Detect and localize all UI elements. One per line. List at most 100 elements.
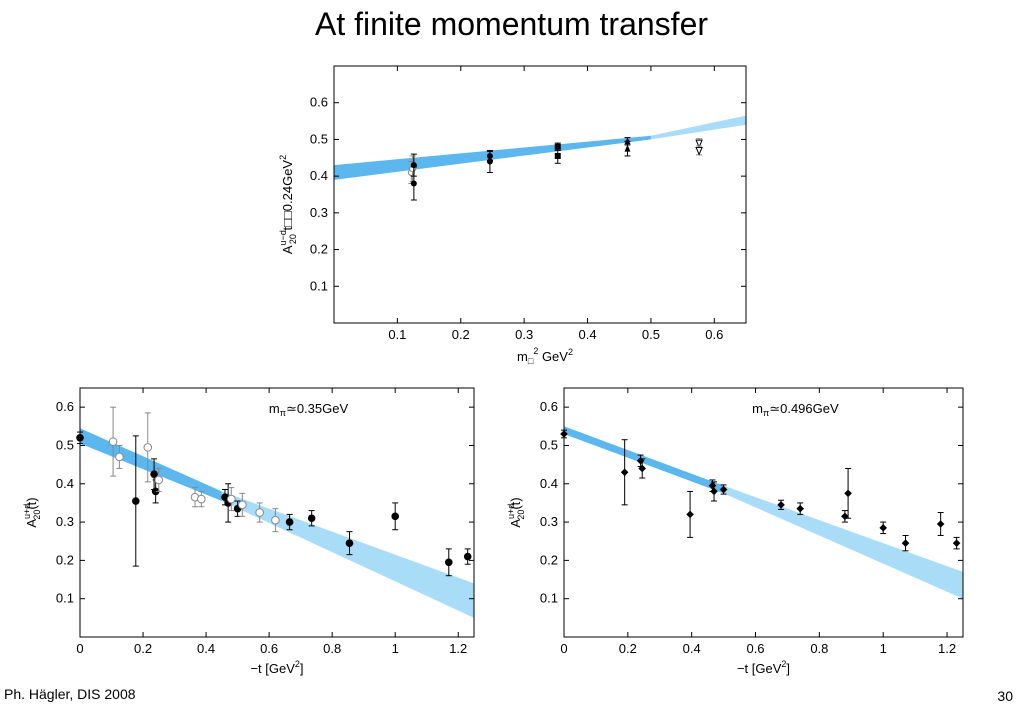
marker-diamond — [901, 539, 910, 547]
marker-circle — [391, 512, 400, 521]
data-point — [76, 431, 84, 445]
band-2 — [564, 426, 963, 599]
data-point — [710, 481, 718, 502]
x-axis-label: m□2 GeV2 — [517, 346, 573, 366]
y-tick-label: 0.4 — [540, 476, 558, 491]
data-point — [560, 429, 568, 439]
marker-circle-open — [154, 475, 164, 485]
x-tick-label: 1.2 — [938, 641, 956, 656]
y-tick-label: 0.4 — [56, 476, 74, 491]
marker-diamond — [560, 430, 568, 438]
data-point — [197, 490, 206, 508]
x-tick-label: 1.2 — [449, 641, 467, 656]
y-tick-label: 0.1 — [56, 591, 74, 606]
x-tick-label: 0.2 — [134, 641, 152, 656]
x-tick-label: 0.6 — [746, 641, 764, 656]
plot-frame-1 — [79, 387, 475, 638]
marker-diamond — [777, 501, 785, 509]
marker-diamond — [952, 539, 961, 547]
data-point — [620, 439, 629, 506]
marker-circle — [463, 552, 472, 561]
y-axis-label: Au+d20(t) — [506, 497, 526, 527]
data-point — [777, 499, 785, 510]
x-tick-label: 0.8 — [323, 641, 341, 656]
marker-diamond — [844, 489, 852, 498]
y-tick-label: 0.3 — [56, 514, 74, 529]
x-tick-label: 0.2 — [619, 641, 637, 656]
data-point — [391, 502, 400, 531]
band-dark-1 — [80, 428, 222, 502]
marker-diamond — [686, 510, 694, 519]
x-axis-label: −t [GeV2] — [737, 659, 790, 676]
x-tick-label: 0.4 — [683, 641, 701, 656]
marker-triangle-down-open — [695, 146, 703, 156]
plot-frame-0 — [333, 65, 747, 324]
data-point — [936, 512, 945, 536]
x-tick-label: 0.4 — [197, 641, 215, 656]
data-point — [444, 548, 453, 577]
y-tick-label: 0.6 — [56, 399, 74, 414]
data-point — [271, 508, 280, 533]
y-axis-label-text: Au+d20(t) — [506, 497, 526, 527]
x-tick-label: 0.6 — [260, 641, 278, 656]
marker-diamond — [841, 512, 849, 521]
mass-annotation: mπ≃0.35GeV — [269, 401, 349, 418]
y-axis-label: Au−d20 t□□0.24GeV2 — [278, 155, 298, 254]
marker-circle-open — [271, 515, 280, 525]
marker-triangle — [624, 144, 631, 152]
marker-diamond — [936, 520, 945, 528]
marker-diamond — [710, 487, 718, 496]
y-tick-label: 0.1 — [310, 278, 328, 293]
y-axis-label: Au+d20(t) — [22, 497, 42, 527]
data-point — [796, 502, 805, 515]
x-tick-label: 0.2 — [452, 327, 470, 342]
data-point — [307, 510, 316, 527]
marker-circle — [307, 514, 316, 523]
marker-circle — [221, 493, 229, 501]
y-tick-label: 0.2 — [56, 552, 74, 567]
x-tick-label: 1 — [392, 641, 399, 656]
data-point — [345, 531, 354, 556]
y-tick-label: 0.6 — [310, 95, 328, 110]
data-point — [686, 490, 694, 538]
marker-triangle-down-open — [695, 139, 703, 149]
data-point — [108, 406, 118, 477]
data-point — [143, 412, 153, 483]
data-point — [255, 502, 264, 523]
marker-circle-open — [143, 443, 153, 452]
plot-frame-2 — [563, 387, 964, 638]
y-axis-label-text: Au−d20 t□□0.24GeV2 — [278, 155, 298, 254]
marker-circle — [151, 487, 160, 496]
chart-1: 0 0.2 0.4 0.6 0.8 1 1.2 0.1 0.2 0.3 0.4 0.5 0.6 −t [G… — [22, 387, 475, 676]
x-tick-label: 0 — [560, 641, 567, 656]
y-tick-label: 0.6 — [540, 399, 558, 414]
y-tick-label: 0.4 — [310, 168, 328, 183]
mass-annotation: mπ≃0.496GeV — [752, 401, 839, 418]
y-tick-label: 0.5 — [310, 131, 328, 146]
data-point — [879, 521, 887, 535]
band-dark-2 — [564, 426, 724, 494]
y-tick-label: 0.2 — [540, 552, 558, 567]
marker-diamond — [796, 504, 805, 513]
page-number: 30 — [997, 688, 1013, 704]
marker-circle-open — [197, 494, 206, 504]
chart-0: 0.1 0.2 0.3 0.4 0.5 0.6 0.1 0.2 0.3 0.4 0.5 0.6 m□2 … — [278, 65, 747, 366]
marker-circle-open — [108, 437, 118, 446]
marker-diamond — [879, 524, 887, 532]
data-point — [226, 487, 236, 512]
data-point — [952, 536, 961, 550]
marker-circle-open — [115, 452, 124, 462]
band-dark-0 — [334, 135, 651, 180]
x-tick-label: 0.3 — [515, 327, 533, 342]
x-tick-label: 0.4 — [578, 327, 596, 342]
y-tick-label: 0.3 — [540, 514, 558, 529]
data-point — [554, 148, 561, 164]
marker-square — [554, 143, 561, 150]
marker-diamond — [638, 464, 647, 473]
data-point — [901, 534, 910, 552]
marker-diamond — [620, 468, 629, 477]
marker-circle — [131, 497, 140, 505]
slide-title: At finite momentum transfer — [314, 6, 709, 42]
data-point — [695, 145, 703, 156]
